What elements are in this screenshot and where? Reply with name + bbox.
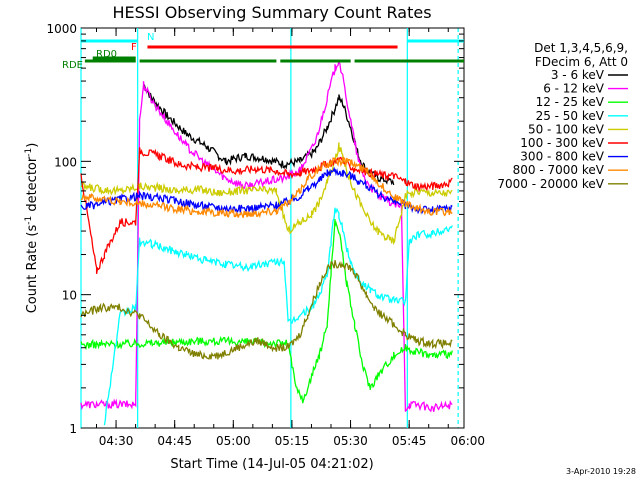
x-tick-label-3: 05:15 — [275, 434, 310, 448]
series-layer — [80, 61, 453, 426]
flag-label-rde: RDE — [62, 60, 83, 71]
legend-label-7: 800 - 7000 keV — [513, 163, 605, 177]
y-tick-label-3: 1000 — [46, 22, 77, 36]
x-axis-label: Start Time (14-Jul-05 04:21:02) — [170, 457, 373, 472]
y-tick-label-2: 100 — [54, 155, 77, 169]
x-tick-label-6: 06:00 — [450, 434, 485, 448]
series-line-8 — [80, 259, 453, 360]
x-tick-label-5: 05:45 — [392, 434, 427, 448]
axes: 04:30 04:45 05:00 05:15 05:30 05:45 06:00 1 10 10… — [46, 22, 485, 448]
series-line-0 — [143, 83, 395, 186]
y-axis-label-mid: detector — [25, 156, 40, 216]
series-line-6 — [80, 166, 453, 215]
flag-label-n: N — [147, 32, 154, 43]
y-axis-label-main: Count Rate (s — [25, 225, 40, 314]
y-tick-label-1: 10 — [62, 289, 77, 303]
series-line-4 — [80, 142, 453, 245]
legend-label-6: 300 - 800 keV — [520, 150, 604, 164]
y-axis-label: Count Rate (s-1 detector-1) — [24, 143, 40, 314]
x-tick-label-0: 04:30 — [99, 434, 134, 448]
legend-label-2: 12 - 25 keV — [536, 95, 605, 109]
y-axis-label-sup2: -1 — [24, 148, 34, 157]
legend-label-8: 7000 - 20000 keV — [497, 177, 604, 191]
legend-label-4: 50 - 100 keV — [528, 122, 605, 136]
chart-title: HESSI Observing Summary Count Rates — [112, 3, 431, 22]
date-stamp: 3-Apr-2010 19:28 — [566, 467, 636, 476]
legend-label-3: 25 - 50 keV — [536, 109, 605, 123]
flag-bars: NF RD0 RDE — [62, 32, 464, 71]
series-line-5 — [80, 147, 453, 275]
flag-label-f: F — [131, 42, 137, 53]
flag-label-rd0: RD0 — [96, 49, 117, 60]
y-axis-label-end: ) — [25, 143, 40, 148]
y-tick-label-0: 1 — [69, 422, 77, 436]
series-line-3 — [103, 207, 453, 426]
legend: Det 1,3,4,5,6,9, FDecim 6, Att 0 3 - 6 k… — [497, 41, 628, 191]
series-line-1 — [80, 61, 453, 413]
legend-label-5: 100 - 300 keV — [520, 136, 604, 150]
legend-header-line2: FDecim 6, Att 0 — [535, 55, 628, 69]
legend-label-0: 3 - 6 keV — [551, 68, 605, 82]
legend-label-1: 6 - 12 keV — [543, 82, 605, 96]
series-line-2 — [80, 219, 453, 404]
y-axis-label-sup1: -1 — [24, 216, 34, 225]
x-tick-label-2: 05:00 — [216, 434, 251, 448]
series-line-7 — [80, 156, 453, 219]
x-tick-label-1: 04:45 — [157, 434, 192, 448]
x-tick-label-4: 05:30 — [333, 434, 368, 448]
legend-header-line1: Det 1,3,4,5,6,9, — [534, 41, 628, 55]
